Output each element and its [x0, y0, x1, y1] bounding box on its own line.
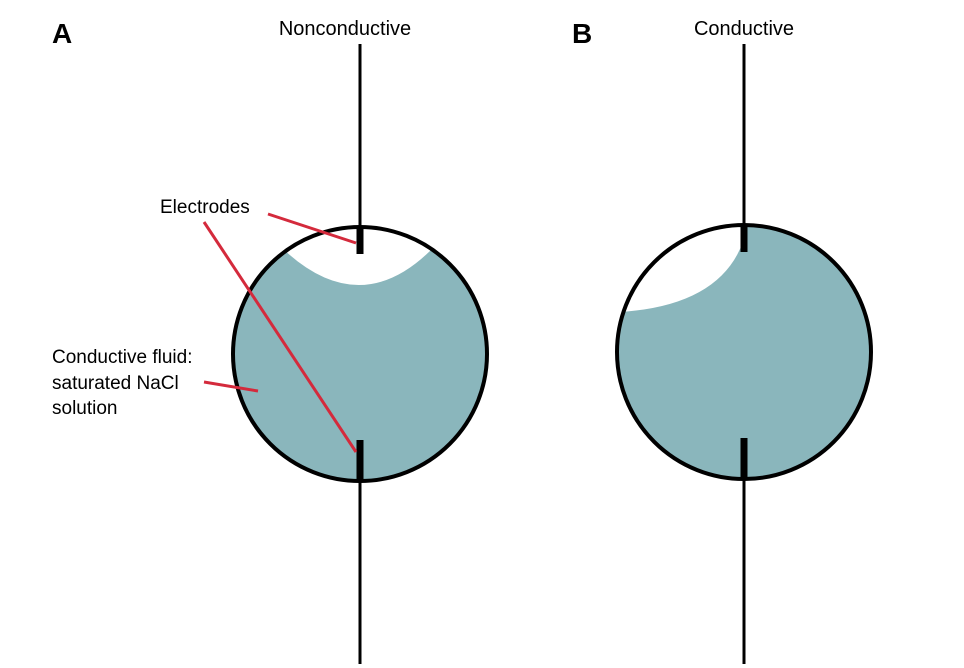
- electrodes-pointer-bottom: [202, 221, 358, 453]
- panel-a-letter: A: [52, 18, 72, 49]
- electrodes-label: Electrodes: [160, 197, 250, 218]
- fluid-label-line-3: solution: [52, 398, 118, 419]
- panel-a-title: Nonconductive: [279, 18, 411, 40]
- panel-b-title: Conductive: [694, 18, 794, 40]
- electrodes-pointer-top: [267, 212, 357, 245]
- annotations: Electrodes Conductive fluid: saturated N…: [52, 197, 358, 453]
- panel-a-vessel-outline: [231, 225, 489, 483]
- fluid-label-line-2: saturated NaCl: [52, 373, 179, 394]
- panel-a-fluid: [233, 227, 487, 481]
- fluid-pointer: [203, 380, 259, 393]
- fluid-label-line-1: Conductive fluid:: [52, 347, 192, 368]
- panel-b-letter: B: [572, 18, 592, 49]
- panel-b-vessel-outline: [615, 223, 873, 481]
- panel-a: A Nonconductive: [52, 18, 489, 664]
